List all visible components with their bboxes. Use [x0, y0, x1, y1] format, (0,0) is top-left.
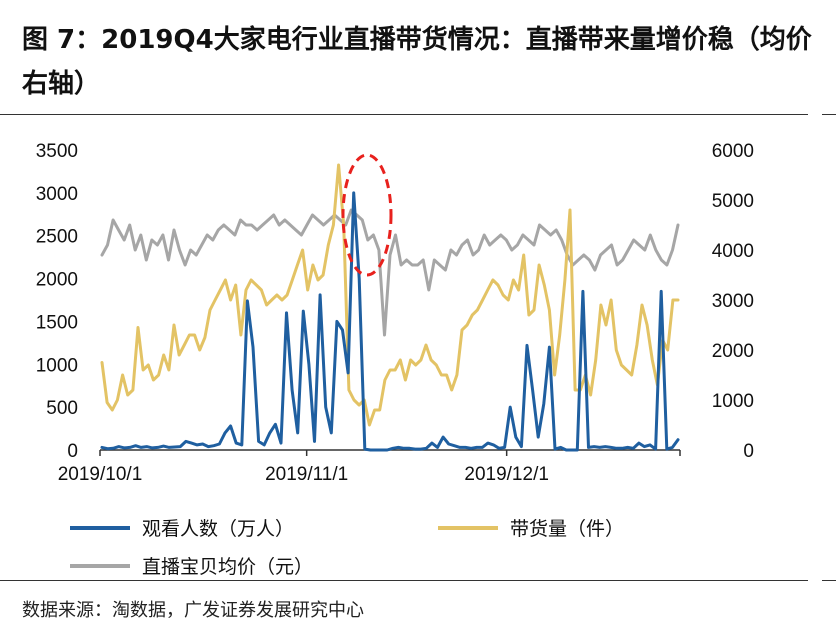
x-tick-label: 2019/10/1: [58, 464, 143, 485]
y-left-tick-label: 0: [67, 441, 78, 462]
y-left-tick-label: 500: [46, 398, 78, 419]
series-line-sales-volume: [100, 163, 680, 427]
chart-title: 图 7：2019Q4大家电行业直播带货情况：直播带来量增价稳（均价右轴）: [22, 25, 812, 99]
x-tick-label: 2019/11/1: [265, 464, 348, 485]
y-left-tick-label: 2000: [36, 270, 78, 291]
y-left-tick-label: 2500: [36, 227, 78, 248]
y-right-tick-label: 1000: [712, 391, 754, 412]
legend-label: 观看人数（万人）: [142, 518, 294, 540]
y-left-tick-label: 3000: [36, 184, 78, 205]
y-right-tick-label: 5000: [712, 191, 754, 212]
y-right-tick-label: 3000: [712, 291, 754, 312]
y-left-tick-label: 3500: [36, 141, 78, 162]
y-right-tick-label: 4000: [712, 241, 754, 262]
legend-rule: [0, 580, 808, 581]
y-left-tick-label: 1500: [36, 312, 78, 333]
legend-label: 带货量（件）: [510, 518, 624, 540]
legend-rule-right-stub: [822, 580, 836, 581]
title-rule: [0, 114, 808, 115]
y-right-tick-label: 2000: [712, 341, 754, 362]
series-line-avg-price: [100, 208, 680, 337]
legend-label: 直播宝贝均价（元）: [142, 556, 313, 578]
source-note: 数据来源：淘数据，广发证券发展研究中心: [22, 600, 364, 621]
y-left-tick-label: 1000: [36, 355, 78, 376]
y-right-tick-label: 0: [743, 441, 754, 462]
x-tick-label: 2019/12/1: [464, 464, 549, 485]
series-line-viewers: [100, 191, 680, 452]
y-right-tick-label: 6000: [712, 141, 754, 162]
title-rule-right-stub: [822, 114, 836, 115]
highlight-ellipse: [341, 153, 393, 277]
